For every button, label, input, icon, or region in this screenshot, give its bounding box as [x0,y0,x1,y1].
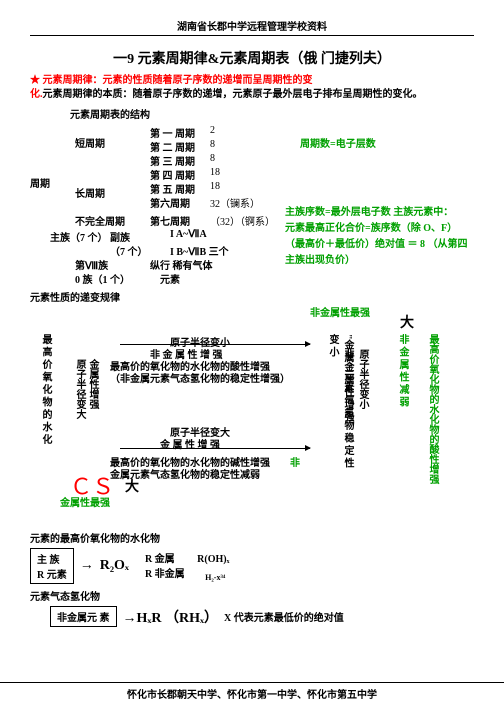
metal-strongest: 金属性最强 [60,494,110,509]
period-count: 8 [210,153,215,164]
period-count: 18 [210,167,220,178]
small1: H₂-x³⁴ [205,573,225,582]
period-row: 第七周期 [150,213,190,228]
hxr-note: X 代表元素最低价的绝对值 [224,609,344,624]
intro-text-1: 元素周期律：元素的性质随着原子序数的递增而呈周期性的变 [43,75,313,86]
green-zu-3: （最高价＋最低价）绝对值 ＝ 8 （从第四 [285,235,468,250]
vert-mid-2: 非 金 属 性 增 强 [340,349,355,459]
page-title: 一9 元素周期律&元素周期表（俄 门捷列夫） [30,48,474,68]
nonmetal-strongest: 非金属性最强 [310,304,370,319]
zhuzu-sub1: I A~ⅦA [170,229,207,240]
box-top: 主 族 [37,555,60,566]
formula-block: 元素的最高价氧化物的水化物 主 族 R 元素 → R₂Oₓ R 金属 R(OH)… [30,530,474,627]
hydride-title: 元素气态氢化物 [30,588,474,603]
period-row: 第六周期 [150,195,190,210]
green-zu-2: 元素最高正化合价=族序数（除 O、F） [285,219,457,234]
green-zu-1: 主族序数=最外层电子数 主族元素中： [285,203,453,218]
period-row: 第 四 周期 [150,167,195,182]
hxr-formula: →HₓR （RHₓ） [123,607,219,627]
oxide-title: 元素的最高价氧化物的水化物 [30,530,474,545]
box-bot: R 元素 [37,570,67,581]
da-left: 大 [125,476,139,496]
vert-left-3: 金属性增强 [85,359,100,449]
zhuzu-sub2: I B~ⅦB 三个 [170,243,229,258]
r2ox: R₂Oₓ [100,558,129,574]
green-period-note: 周期数=电子层数 [300,135,376,150]
period-count: 8 [210,139,215,150]
zhuzu-sub3: （7 个） [110,243,148,258]
period-count: 18 [210,181,220,192]
arrow-icon: → [80,558,94,574]
viii-label: 第Ⅷ族 [75,257,108,272]
arrow-right-bottom [120,448,310,449]
star-icon: ★ [30,75,40,86]
vert-mid-3: 原子半径变小 [355,349,370,439]
zero-note: 元素 [160,271,180,286]
intro-prefix: 化. [30,89,43,100]
vert-left-1: 最 高 价 氧 化 物 的 水 化 [38,334,53,464]
hydride-formula-row: 非金属元 素 →HₓR （RHₓ） X 代表元素最低价的绝对值 [30,606,474,627]
period-label: 周期 [30,175,50,190]
incomplete-period-label: 不完全周期 [75,213,125,228]
intro-line-1: ★ 元素周期律：元素的性质随着原子序数的递增而呈周期性的变 [30,74,474,88]
period-row: 第 一 周期 [150,125,195,140]
property-diagram: 非金属性最强 大 原子半径变小 非 金 属 性 增 强 最高价的氧化物的水化物的… [30,304,474,524]
zhuzu-line: 主族（7 个） 副族 [50,229,130,244]
period-row: 第 三 周期 [150,153,195,168]
da-top: 大 [400,312,414,332]
period-row: 第 五 周期 [150,181,195,196]
arrow-right-top [120,344,310,345]
nonmetal-box: 非金属元 素 [50,606,117,627]
struct-label: 元素周期表的结构 [70,106,474,121]
fei: 非 [290,454,300,469]
green-zu-4: 主族出现负价） [285,251,355,266]
zero-label: 0 族（1 个） [75,271,130,286]
hydride-stable: （非金属元素气态氢化物的稳定性增强） [110,370,290,385]
period-count: 32（镧系） [210,195,260,210]
vert-right-2: 非 金 属 性 减 弱 [395,334,410,484]
period-count: 2 [210,125,215,136]
vert-right-1: 最高价氧化物的水化物的酸性增强 [425,334,440,504]
r-metal: R 金属 [145,554,175,565]
short-period-label: 短周期 [75,135,105,150]
period-count: （32）（锕系） [210,213,275,228]
roh: R(OH)ₓ [197,554,229,565]
page-header: 湖南省长郡中学远程管理学校资料 [30,18,474,36]
intro-text-2: 元素周期律的本质：随着原子序数的递增，元素原子最外层电子排布呈周期性的变化。 [43,89,423,100]
oxide-formula-row: 主 族 R 元素 → R₂Oₓ R 金属 R(OH)ₓ R 非金属 H₂-x³⁴ [30,548,474,584]
period-row: 第 二 周期 [150,139,195,154]
period-structure-block: 周期 短周期 长周期 不完全周期 第 一 周期 2 第 二 周期 8 第 三 周… [30,125,474,285]
long-period-label: 长周期 [75,185,105,200]
viii-note: 纵行 稀有气体 [150,257,213,272]
page-footer: 怀化市长郡朝天中学、怀化市第一中学、怀化市第五中学 [0,682,504,701]
intro-line-2: 化.元素周期律的本质：随着原子序数的递增，元素原子最外层电子排布呈周期性的变化。 [30,88,474,102]
element-box: 主 族 R 元素 [30,548,74,584]
r-nonmetal: R 非金属 [145,569,185,580]
law-label: 元素性质的递变规律 [30,289,474,304]
